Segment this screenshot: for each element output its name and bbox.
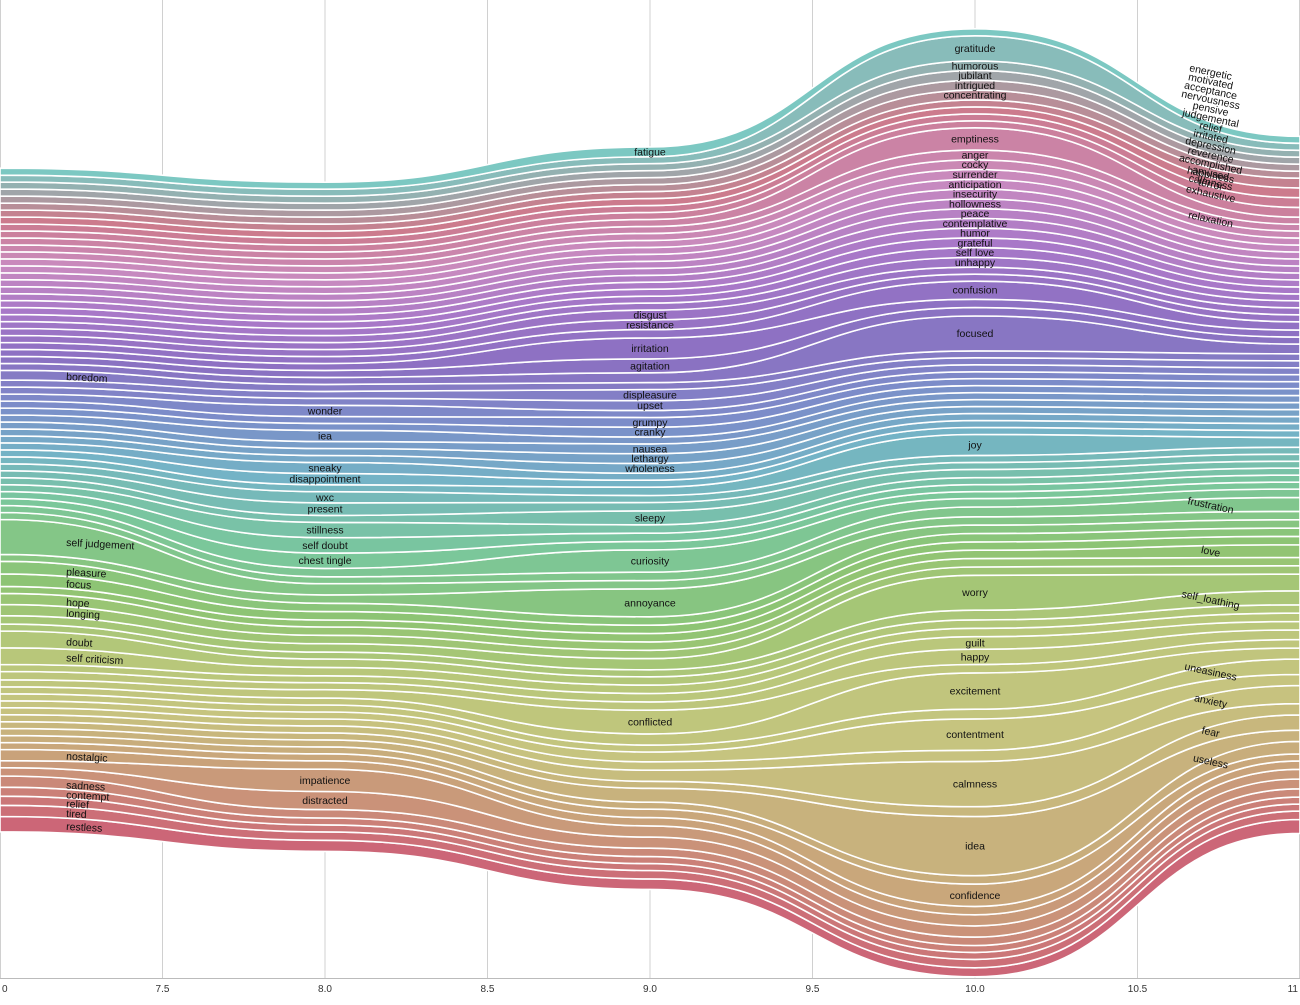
stream-label: pleasure <box>66 566 107 580</box>
stream-label: relief <box>66 798 89 811</box>
stream-label: irritation <box>631 343 669 355</box>
stream-label: guilt <box>965 637 984 649</box>
stream-label: anticipation <box>948 179 1001 191</box>
stream-label: conflicted <box>628 717 673 729</box>
x-tick-label: 8.5 <box>481 984 495 995</box>
stream-label: distracted <box>302 795 348 807</box>
x-tick-label: 11 <box>1288 984 1299 995</box>
stream-label: terror <box>1197 176 1225 193</box>
stream-label: contemplative <box>943 218 1008 230</box>
stream-label: contempt <box>66 789 110 803</box>
stream-label: peace <box>961 208 990 220</box>
stream-label: cranky <box>635 427 667 439</box>
stream-label: impatience <box>300 775 351 787</box>
x-tick-label: 10.0 <box>965 984 985 995</box>
stream-label: focused <box>957 328 994 340</box>
stream-label: restless <box>66 821 103 835</box>
stream-label: resistance <box>626 319 674 331</box>
stream-label: love <box>1200 544 1221 560</box>
stream-label: wxc <box>315 492 334 504</box>
stream-label: present <box>307 504 342 516</box>
stream-label: grateful <box>957 237 992 249</box>
stream-label: longing <box>66 608 101 622</box>
stream-label: sneaky <box>308 463 342 475</box>
x-tick-label: 7.5 <box>156 984 170 995</box>
stream-label: nausea <box>633 443 668 455</box>
stream-label: hollowness <box>949 198 1001 210</box>
stream-label: disappointment <box>289 474 360 486</box>
stream-label: fatigue <box>634 146 666 158</box>
x-tick-label: 9.0 <box>643 984 657 995</box>
stream-label: sadness <box>66 780 106 794</box>
stream-label: calmness <box>953 779 997 791</box>
stream-label: surrender <box>953 169 998 181</box>
stream-label: tired <box>66 808 87 821</box>
stream-label: gratitude <box>955 43 996 55</box>
stream-label: nostalgic <box>66 751 108 765</box>
stream-label: idea <box>965 841 985 853</box>
stream-label: wonder <box>307 405 343 417</box>
stream-label: confusion <box>953 285 998 297</box>
x-tick-label: 10.5 <box>1128 984 1148 995</box>
x-axis: 0 7.5 8.0 8.5 9.0 9.5 10.0 10.5 11 <box>0 978 1300 995</box>
stream-label: joy <box>967 440 982 452</box>
stream-layers <box>0 27 1300 978</box>
stream-label: emptiness <box>951 134 999 146</box>
stream-label: hope <box>66 597 90 610</box>
stream-label: contentment <box>946 729 1004 741</box>
stream-label: self judgement <box>66 537 135 553</box>
stream-label: chest tingle <box>298 555 351 567</box>
stream-label: excitement <box>950 686 1001 698</box>
stream-label: focus <box>66 578 92 591</box>
stream-label: displeasure <box>623 390 677 402</box>
stream-label: boredom <box>66 371 108 385</box>
stream-label: curiosity <box>631 556 670 568</box>
stream-label: confidence <box>950 890 1001 902</box>
stream-label: concentrating <box>943 90 1006 102</box>
stream-label: insecurity <box>953 189 998 201</box>
stream-label: stillness <box>306 525 343 537</box>
stream-label: happy <box>961 651 990 663</box>
stream-label: disgust <box>633 310 666 322</box>
stream-label: wholeness <box>624 463 675 475</box>
stream-label: doubt <box>66 636 93 649</box>
stream-label: worry <box>961 587 988 599</box>
stream-label: anger <box>962 150 989 162</box>
stream-label: self love <box>956 247 995 259</box>
stream-label: humorous <box>952 60 999 72</box>
stream-label: sleepy <box>635 512 666 524</box>
stream-label: self criticism <box>66 652 124 667</box>
stream-label: humor <box>960 228 990 240</box>
stream-label: lethargy <box>631 453 669 465</box>
stream-label: self doubt <box>302 540 348 552</box>
stream-label: grumpy <box>632 417 668 429</box>
stream-label: jubilant <box>957 70 991 82</box>
stream-label: fear <box>1201 725 1222 741</box>
stream-fatigue <box>0 27 1300 191</box>
stream-label: iea <box>318 431 332 443</box>
stream-label: agitation <box>630 360 670 372</box>
x-tick-label: 0 <box>2 984 8 995</box>
stream-label: unhappy <box>955 257 996 269</box>
x-tick-label: 9.5 <box>806 984 820 995</box>
stream-label: intrigued <box>955 80 995 92</box>
stream-label: relief <box>1198 120 1223 136</box>
stream-label: annoyance <box>624 597 676 609</box>
stream-label: upset <box>637 400 663 412</box>
stream-label: cocky <box>962 159 990 171</box>
x-tick-label: 8.0 <box>318 984 332 995</box>
